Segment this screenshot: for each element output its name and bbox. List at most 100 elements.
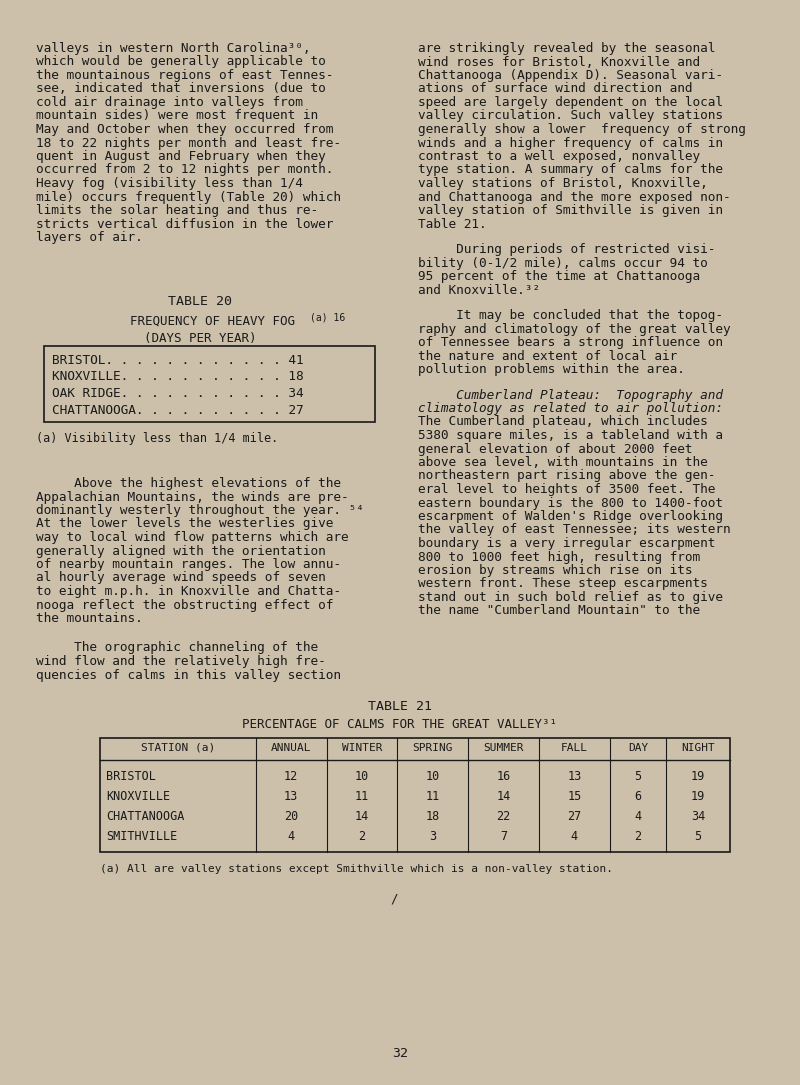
Text: SPRING: SPRING bbox=[413, 743, 453, 753]
Text: BRISTOL: BRISTOL bbox=[106, 770, 156, 783]
Text: 22: 22 bbox=[496, 810, 510, 824]
Text: STATION (a): STATION (a) bbox=[141, 743, 215, 753]
Text: 13: 13 bbox=[284, 790, 298, 803]
Text: 4: 4 bbox=[634, 810, 642, 824]
Text: escarpment of Walden's Ridge overlooking: escarpment of Walden's Ridge overlooking bbox=[418, 510, 723, 523]
Text: FALL: FALL bbox=[561, 743, 588, 753]
Text: contrast to a well exposed, nonvalley: contrast to a well exposed, nonvalley bbox=[418, 150, 700, 163]
Text: 6: 6 bbox=[634, 790, 642, 803]
Text: wind roses for Bristol, Knoxville and: wind roses for Bristol, Knoxville and bbox=[418, 55, 700, 68]
Text: al hourly average wind speeds of seven: al hourly average wind speeds of seven bbox=[36, 572, 326, 585]
Text: WINTER: WINTER bbox=[342, 743, 382, 753]
Text: Table 21.: Table 21. bbox=[418, 217, 486, 230]
Text: 5380 square miles, is a tableland with a: 5380 square miles, is a tableland with a bbox=[418, 429, 723, 442]
Text: to eight m.p.h. in Knoxville and Chatta-: to eight m.p.h. in Knoxville and Chatta- bbox=[36, 585, 341, 598]
Text: TABLE 20: TABLE 20 bbox=[168, 295, 232, 308]
Text: 18: 18 bbox=[426, 810, 440, 824]
Text: Above the highest elevations of the: Above the highest elevations of the bbox=[36, 477, 341, 490]
Text: 20: 20 bbox=[284, 810, 298, 824]
Text: climatology as related to air pollution:: climatology as related to air pollution: bbox=[418, 403, 723, 414]
Text: 34: 34 bbox=[691, 810, 706, 824]
Text: speed are largely dependent on the local: speed are largely dependent on the local bbox=[418, 95, 723, 108]
Text: generally aligned with the orientation: generally aligned with the orientation bbox=[36, 545, 326, 558]
Text: 11: 11 bbox=[354, 790, 369, 803]
Text: 15: 15 bbox=[567, 790, 582, 803]
Text: way to local wind flow patterns which are: way to local wind flow patterns which ar… bbox=[36, 531, 349, 544]
Text: the mountains.: the mountains. bbox=[36, 612, 142, 625]
Text: KNOXVILLE: KNOXVILLE bbox=[106, 790, 170, 803]
Text: DAY: DAY bbox=[628, 743, 648, 753]
Text: boundary is a very irregular escarpment: boundary is a very irregular escarpment bbox=[418, 537, 715, 550]
Text: /: / bbox=[390, 892, 398, 905]
Text: occurred from 2 to 12 nights per month.: occurred from 2 to 12 nights per month. bbox=[36, 164, 334, 177]
Text: 18 to 22 nights per month and least fre-: 18 to 22 nights per month and least fre- bbox=[36, 137, 341, 150]
Text: raphy and climatology of the great valley: raphy and climatology of the great valle… bbox=[418, 322, 730, 335]
Text: 3: 3 bbox=[429, 830, 436, 843]
Text: stand out in such bold relief as to give: stand out in such bold relief as to give bbox=[418, 591, 723, 604]
Text: and Knoxville.³²: and Knoxville.³² bbox=[418, 283, 540, 296]
Text: 4: 4 bbox=[570, 830, 578, 843]
Text: 10: 10 bbox=[354, 770, 369, 783]
Text: eral level to heights of 3500 feet. The: eral level to heights of 3500 feet. The bbox=[418, 483, 715, 496]
Text: 2: 2 bbox=[634, 830, 642, 843]
Text: the name "Cumberland Mountain" to the: the name "Cumberland Mountain" to the bbox=[418, 604, 700, 617]
Text: 4: 4 bbox=[287, 830, 294, 843]
Text: winds and a higher frequency of calms in: winds and a higher frequency of calms in bbox=[418, 137, 723, 150]
Text: valley station of Smithville is given in: valley station of Smithville is given in bbox=[418, 204, 723, 217]
Text: general elevation of about 2000 feet: general elevation of about 2000 feet bbox=[418, 443, 693, 456]
Text: Chattanooga (Appendix D). Seasonal vari-: Chattanooga (Appendix D). Seasonal vari- bbox=[418, 69, 723, 82]
Text: (a) 16: (a) 16 bbox=[310, 312, 346, 322]
Text: 19: 19 bbox=[691, 790, 706, 803]
Text: quent in August and February when they: quent in August and February when they bbox=[36, 150, 326, 163]
Text: type station. A summary of calms for the: type station. A summary of calms for the bbox=[418, 164, 723, 177]
Text: above sea level, with mountains in the: above sea level, with mountains in the bbox=[418, 456, 708, 469]
Text: 14: 14 bbox=[496, 790, 510, 803]
Text: of nearby mountain ranges. The low annu-: of nearby mountain ranges. The low annu- bbox=[36, 558, 341, 571]
Text: FREQUENCY OF HEAVY FOG: FREQUENCY OF HEAVY FOG bbox=[130, 315, 295, 328]
Text: dominantly westerly throughout the year. ⁵⁴: dominantly westerly throughout the year.… bbox=[36, 505, 364, 516]
Text: The orographic channeling of the: The orographic channeling of the bbox=[36, 641, 318, 654]
Text: 14: 14 bbox=[354, 810, 369, 824]
Text: 27: 27 bbox=[567, 810, 582, 824]
Text: 95 percent of the time at Chattanooga: 95 percent of the time at Chattanooga bbox=[418, 270, 700, 283]
Text: (DAYS PER YEAR): (DAYS PER YEAR) bbox=[144, 332, 256, 345]
Text: the mountainous regions of east Tennes-: the mountainous regions of east Tennes- bbox=[36, 69, 334, 82]
Text: Heavy fog (visibility less than 1/4: Heavy fog (visibility less than 1/4 bbox=[36, 177, 303, 190]
Text: KNOXVILLE. . . . . . . . . . . 18: KNOXVILLE. . . . . . . . . . . 18 bbox=[52, 370, 304, 383]
Text: 11: 11 bbox=[426, 790, 440, 803]
Text: the valley of east Tennessee; its western: the valley of east Tennessee; its wester… bbox=[418, 523, 730, 536]
Text: northeastern part rising above the gen-: northeastern part rising above the gen- bbox=[418, 470, 715, 483]
Text: are strikingly revealed by the seasonal: are strikingly revealed by the seasonal bbox=[418, 42, 715, 55]
Text: layers of air.: layers of air. bbox=[36, 231, 142, 244]
Text: TABLE 21: TABLE 21 bbox=[368, 700, 432, 713]
Text: ANNUAL: ANNUAL bbox=[271, 743, 311, 753]
Text: CHATTANOOGA. . . . . . . . . . 27: CHATTANOOGA. . . . . . . . . . 27 bbox=[52, 404, 304, 417]
Text: 800 to 1000 feet high, resulting from: 800 to 1000 feet high, resulting from bbox=[418, 550, 700, 563]
Text: ations of surface wind direction and: ations of surface wind direction and bbox=[418, 82, 693, 95]
Text: 19: 19 bbox=[691, 770, 706, 783]
Text: 2: 2 bbox=[358, 830, 366, 843]
Text: and Chattanooga and the more exposed non-: and Chattanooga and the more exposed non… bbox=[418, 191, 730, 204]
Text: It may be concluded that the topog-: It may be concluded that the topog- bbox=[418, 309, 723, 322]
Text: quencies of calms in this valley section: quencies of calms in this valley section bbox=[36, 668, 341, 681]
Text: erosion by streams which rise on its: erosion by streams which rise on its bbox=[418, 564, 693, 577]
Text: Cumberland Plateau:  Topography and: Cumberland Plateau: Topography and bbox=[418, 388, 723, 401]
Text: NIGHT: NIGHT bbox=[682, 743, 715, 753]
Text: mountain sides) were most frequent in: mountain sides) were most frequent in bbox=[36, 110, 318, 123]
Text: wind flow and the relatively high fre-: wind flow and the relatively high fre- bbox=[36, 655, 326, 668]
Text: the nature and extent of local air: the nature and extent of local air bbox=[418, 349, 678, 362]
Text: OAK RIDGE. . . . . . . . . . . 34: OAK RIDGE. . . . . . . . . . . 34 bbox=[52, 387, 304, 400]
Text: 16: 16 bbox=[496, 770, 510, 783]
Text: SUMMER: SUMMER bbox=[483, 743, 524, 753]
Text: 12: 12 bbox=[284, 770, 298, 783]
Text: PERCENTAGE OF CALMS FOR THE GREAT VALLEY³¹: PERCENTAGE OF CALMS FOR THE GREAT VALLEY… bbox=[242, 718, 558, 731]
Text: valley stations of Bristol, Knoxville,: valley stations of Bristol, Knoxville, bbox=[418, 177, 708, 190]
Bar bbox=[100, 738, 730, 852]
Text: May and October when they occurred from: May and October when they occurred from bbox=[36, 123, 334, 136]
Text: 7: 7 bbox=[500, 830, 507, 843]
Text: valleys in western North Carolina³⁰,: valleys in western North Carolina³⁰, bbox=[36, 42, 310, 55]
Text: During periods of restricted visi-: During periods of restricted visi- bbox=[418, 243, 715, 256]
Text: mile) occurs frequently (Table 20) which: mile) occurs frequently (Table 20) which bbox=[36, 191, 341, 204]
Text: (a) All are valley stations except Smithville which is a non-valley station.: (a) All are valley stations except Smith… bbox=[100, 864, 613, 875]
Text: 5: 5 bbox=[694, 830, 702, 843]
